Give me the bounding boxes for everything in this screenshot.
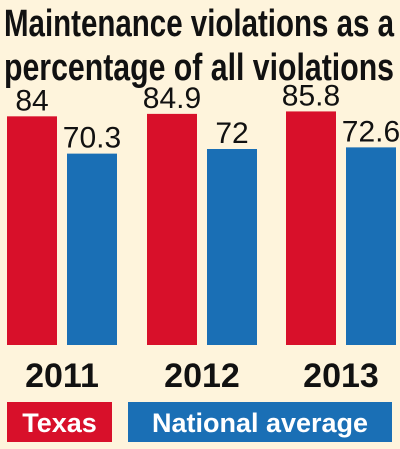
category-label-2011: 2011 [25, 357, 99, 395]
bar-texas-2013 [286, 111, 336, 345]
value-label-texas-2013: 85.8 [282, 79, 340, 112]
category-labels-group: 2011 2012 2013 [25, 357, 379, 395]
value-label-national-average-2011: 70.3 [63, 122, 121, 155]
chart-title-line-1: Maintenance violations as a [4, 3, 395, 45]
legend-label-texas: Texas [22, 408, 97, 438]
legend-item-national-average: National average [128, 402, 392, 442]
chart-title: Maintenance violations as a percentage o… [4, 3, 395, 89]
bar-national-average-2013 [346, 147, 396, 345]
value-label-national-average-2013: 72.6 [342, 115, 400, 148]
bar-texas-2012 [147, 113, 197, 345]
value-label-national-average-2012: 72 [215, 117, 248, 150]
chart-title-line-2: percentage of all violations [4, 47, 394, 89]
value-labels-group: 84 70.3 84.9 72 85.872.6 [15, 79, 400, 154]
legend-item-texas: Texas [7, 402, 112, 442]
value-label-texas-2011: 84 [15, 84, 48, 117]
bar-texas-2011 [7, 116, 57, 345]
legend-swatch-texas [7, 402, 112, 442]
legend-label-national-average: National average [152, 408, 368, 438]
legend: Texas National average [7, 402, 392, 442]
bar-national-average-2012 [207, 149, 257, 345]
category-label-2013: 2013 [303, 357, 379, 395]
value-label-texas-2012: 84.9 [143, 82, 201, 115]
legend-swatch-national-average [128, 402, 392, 442]
bar-national-average-2011 [67, 153, 117, 345]
bars-group [7, 111, 396, 345]
category-label-2012: 2012 [164, 357, 240, 395]
